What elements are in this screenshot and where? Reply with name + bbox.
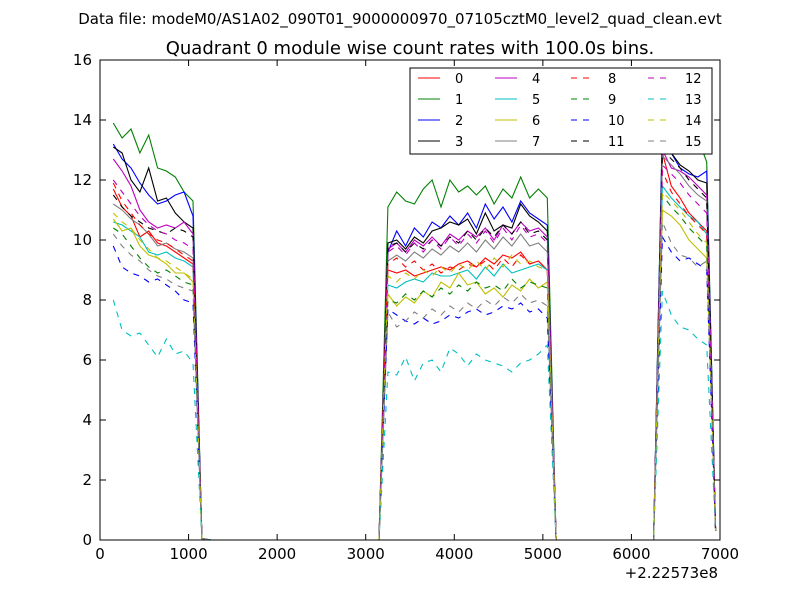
y-tick-label: 2 [82,471,92,489]
legend-label-12: 12 [685,72,702,87]
legend-label-9: 9 [608,93,616,108]
y-tick-label: 14 [73,111,92,129]
x-tick-label: 0 [95,545,105,563]
series-line-15 [112,221,717,541]
x-tick-label: 5000 [524,545,562,563]
chart-title: Quadrant 0 module wise count rates with … [166,38,655,59]
legend-label-13: 13 [685,93,702,108]
data-file-label: Data file: modeM0/AS1A02_090T01_90000009… [78,10,722,29]
x-tick-label: 7000 [701,545,739,563]
legend-label-2: 2 [455,114,463,129]
legend-label-1: 1 [455,93,463,108]
legend-label-7: 7 [532,135,540,150]
y-tick-label: 16 [73,51,92,69]
legend-label-6: 6 [532,114,540,129]
y-tick-label: 4 [82,411,92,429]
legend-label-3: 3 [455,135,463,150]
y-tick-label: 10 [73,231,92,249]
x-tick-label: 4000 [435,545,473,563]
x-tick-label: 2000 [258,545,296,563]
legend-frame [409,67,713,155]
legend-label-5: 5 [532,93,540,108]
y-tick-label: 8 [82,291,92,309]
legend-label-11: 11 [608,135,625,150]
x-tick-label: 6000 [612,545,650,563]
x-tick-label: 3000 [347,545,385,563]
legend-label-15: 15 [685,135,702,150]
y-tick-label: 0 [82,531,92,549]
legend-label-4: 4 [532,72,540,87]
legend-label-8: 8 [608,72,616,87]
x-axis-offset-label: +2.22573e8 [625,564,718,582]
y-tick-label: 12 [73,171,92,189]
legend-label-0: 0 [455,72,463,87]
y-tick-label: 6 [82,351,92,369]
legend-label-14: 14 [685,114,702,129]
x-tick-label: 1000 [169,545,207,563]
x-axis: 0 1000 2000 3000 4000 5000 6000 7000 [95,60,739,563]
legend-label-10: 10 [608,114,625,129]
plot-area: 0 1000 2000 3000 4000 5000 6000 7000 0246810121… [73,51,739,563]
